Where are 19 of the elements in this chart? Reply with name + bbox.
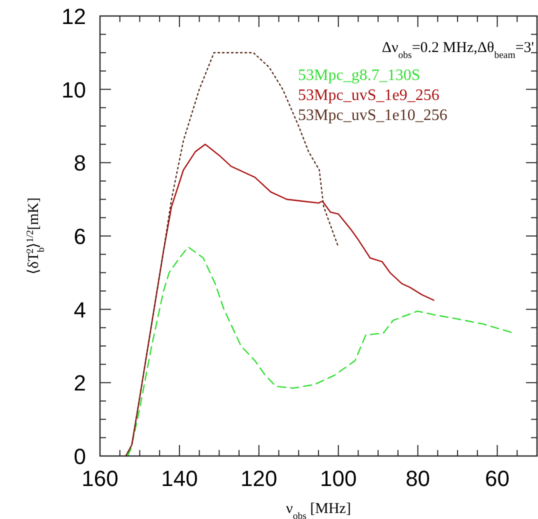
x-tick-label: 100 — [320, 466, 357, 491]
annotation: Δν$_{obs}$=0.2 MHz,Δθ$_{beam}$=3' — [382, 40, 534, 60]
y-tick-label: 6 — [74, 224, 86, 249]
y-tick-label: 12 — [62, 4, 86, 29]
x-axis-title: ν$_{obs}$ [MHz] — [286, 501, 351, 519]
y-tick-label: 10 — [62, 77, 86, 102]
x-tick-label: 120 — [240, 466, 278, 491]
series-label: 53Mpc_uvS_1e10_256 — [298, 107, 448, 124]
text: 53Mpc_g8.7_130S — [298, 67, 420, 84]
x-tick-label: 80 — [406, 466, 430, 491]
x-tick-label: 140 — [161, 466, 198, 491]
y-tick-label: 2 — [74, 370, 86, 396]
y-tick-label: 8 — [74, 150, 86, 176]
x-tick-label: 160 — [82, 466, 118, 491]
y-tick-label: 0 — [74, 444, 86, 469]
y-tick-label: 4 — [74, 297, 86, 322]
x-tick-label: 60 — [485, 466, 510, 491]
text: 53Mpc_uvS_1e9_256 — [298, 87, 440, 104]
line-series — [125, 144, 434, 457]
